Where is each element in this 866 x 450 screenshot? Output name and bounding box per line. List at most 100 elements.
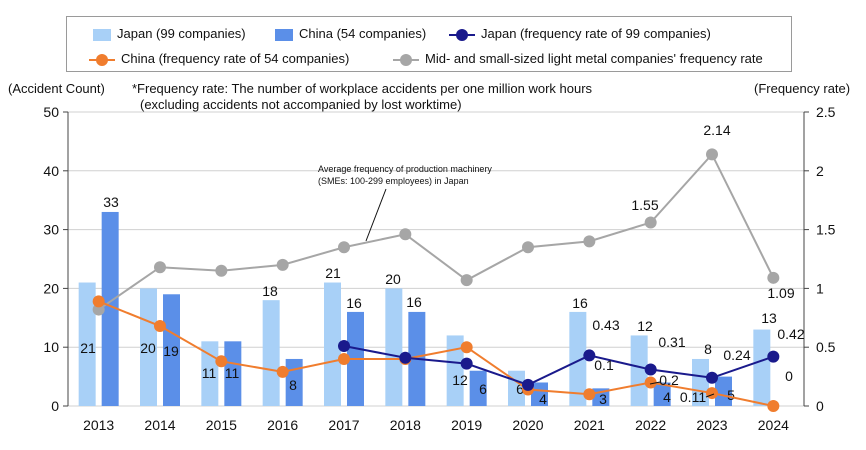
y-right-tick-label: 2 [816, 163, 824, 179]
line-marker [338, 352, 350, 365]
bar-value-label: 11 [202, 365, 217, 381]
legend-swatch-japan-rate [449, 28, 475, 41]
bar-value-label: 3 [599, 391, 607, 407]
bar-japan [324, 282, 341, 406]
bar-value-label: 11 [225, 365, 240, 381]
bar-china [715, 376, 732, 406]
y-axis-right-label: (Frequency rate) [754, 81, 851, 96]
bar-japan [569, 311, 587, 406]
bar-value-label: 6 [479, 381, 487, 397]
footnote-line-2: (excluding accidents not accompanied by … [140, 97, 462, 112]
line-marker [399, 228, 412, 241]
bar-japan [692, 358, 709, 406]
bar-value-label: 19 [163, 343, 179, 359]
bar-value-label: 20 [385, 271, 401, 287]
line-value-label: 0 [785, 368, 793, 384]
x-tick-label: 2017 [328, 417, 359, 433]
bar-japan [262, 300, 280, 406]
line-marker [583, 349, 596, 362]
line-value-label: 0.43 [592, 317, 619, 333]
line-marker [399, 351, 412, 364]
x-tick-label: 2014 [144, 417, 175, 433]
line-value-label: 0.2 [659, 372, 679, 388]
y-left-tick-label: 0 [51, 398, 59, 414]
line-marker [92, 295, 105, 308]
bar-japan [140, 288, 157, 406]
bar-japan [446, 335, 464, 406]
bar-value-label: 12 [637, 318, 653, 334]
bar-china [653, 382, 671, 406]
line-marker [154, 261, 166, 274]
bar-value-label: 8 [289, 377, 297, 393]
bar-china [531, 382, 548, 406]
bar-value-label: 18 [262, 283, 278, 299]
x-tick-label: 2024 [758, 417, 789, 433]
line-marker [644, 216, 657, 229]
line-marker [276, 258, 289, 271]
line-value-label: 0.42 [777, 326, 804, 342]
x-tick-label: 2015 [206, 417, 237, 433]
line-marker [706, 148, 718, 161]
line-marker [460, 274, 473, 287]
line-marker [583, 235, 596, 248]
legend-item-japan-rate: Japan (frequency rate of 99 companies) [449, 26, 711, 41]
footnote-line-1: *Frequency rate: The number of workplace… [132, 81, 593, 96]
line-value-label: 1.09 [767, 285, 794, 301]
legend-label-china-rate: China (frequency rate of 54 companies) [121, 51, 350, 66]
y-axis-left-label: (Accident Count) [8, 81, 105, 96]
line-series-2 [98, 152, 775, 311]
line-marker [767, 350, 780, 363]
legend-item-china-rate: China (frequency rate of 54 companies) [89, 51, 349, 66]
x-tick-label: 2018 [390, 417, 421, 433]
line-value-label: 0.11 [680, 389, 706, 405]
bar-value-label: 5 [727, 387, 735, 403]
bar-value-label: 16 [346, 295, 362, 311]
line-marker [338, 340, 350, 353]
line-value-label: 0.24 [723, 347, 750, 363]
y-left-tick-label: 50 [43, 104, 59, 120]
annotation-line-1: Average frequency of production machiner… [318, 164, 492, 174]
bar-value-label: 4 [663, 389, 671, 405]
bar-value-label: 16 [572, 295, 588, 311]
bar-value-label: 6 [516, 381, 524, 397]
line-marker [92, 303, 105, 316]
legend-swatch-china-rate [89, 53, 115, 66]
x-tick-label: 2020 [512, 417, 543, 433]
legend-item-china-bar: China (54 companies) [275, 26, 426, 41]
legend-label-japan-rate: Japan (frequency rate of 99 companies) [481, 26, 711, 41]
legend: Japan (99 companies) China (54 companies… [66, 16, 792, 72]
line-marker [460, 341, 473, 354]
bar-china [163, 294, 180, 406]
legend-swatch-japan-bar [93, 28, 111, 41]
bar-china [101, 211, 119, 406]
bar-value-label: 8 [704, 341, 712, 357]
line-marker [460, 357, 473, 370]
line-series-0 [343, 345, 774, 386]
line-marker [706, 387, 718, 400]
x-tick-label: 2022 [635, 417, 666, 433]
leader-line [705, 393, 715, 398]
line-marker [644, 376, 657, 389]
line-marker [644, 363, 657, 376]
x-tick-label: 2019 [451, 417, 482, 433]
bar-value-label: 20 [140, 340, 156, 356]
legend-item-japan-bar: Japan (99 companies) [93, 26, 246, 41]
legend-label-sme-rate: Mid- and small-sized light metal compani… [425, 51, 763, 66]
line-marker [276, 365, 289, 378]
line-marker [215, 264, 228, 277]
y-right-tick-label: 0 [816, 398, 824, 414]
legend-item-sme-rate: Mid- and small-sized light metal compani… [393, 51, 763, 66]
x-tick-label: 2021 [574, 417, 605, 433]
bar-japan [385, 288, 403, 406]
bar-value-label: 4 [539, 391, 547, 407]
bar-china [224, 341, 242, 406]
y-left-tick-label: 20 [43, 280, 59, 296]
bar-value-label: 21 [325, 265, 341, 281]
line-marker [583, 388, 596, 401]
y-right-tick-label: 1 [816, 280, 824, 296]
bar-value-label: 12 [452, 372, 468, 388]
bar-japan [753, 329, 771, 406]
line-series-1 [98, 300, 774, 407]
bar-value-label: 33 [103, 194, 119, 210]
y-right-tick-label: 0.5 [816, 339, 836, 355]
